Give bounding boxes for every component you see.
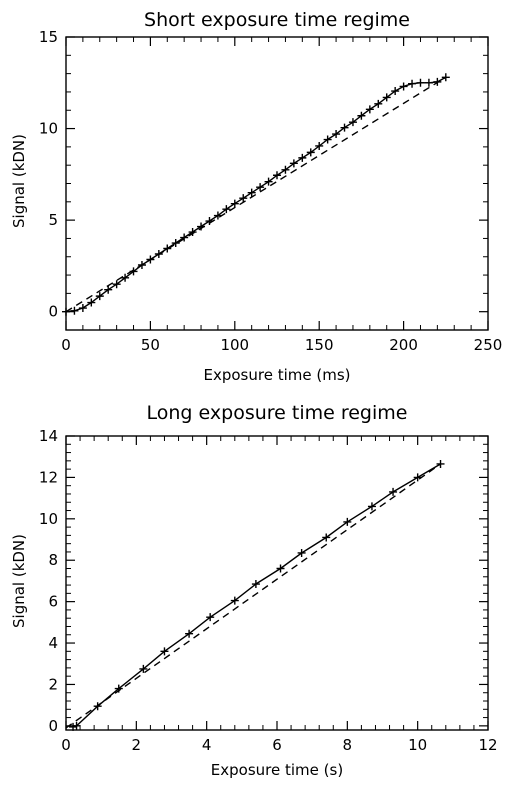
plus-marker — [72, 721, 81, 730]
plus-marker — [121, 273, 130, 282]
plus-marker — [289, 159, 298, 168]
y-tick-label: 14 — [39, 427, 58, 445]
plus-marker — [315, 141, 324, 150]
plus-marker — [180, 233, 189, 242]
plus-marker — [365, 105, 374, 114]
y-tick-label: 12 — [39, 468, 58, 486]
plus-marker — [239, 194, 248, 203]
x-axis-label: Exposure time (s) — [211, 761, 343, 779]
plus-marker — [69, 722, 78, 731]
x-tick-label: 4 — [202, 736, 212, 754]
plus-marker — [382, 93, 391, 102]
y-tick-label: 8 — [48, 551, 58, 569]
plus-marker — [251, 580, 260, 589]
plus-marker — [340, 123, 349, 132]
plus-marker — [188, 228, 197, 237]
plus-marker — [276, 564, 285, 573]
plus-marker — [399, 82, 408, 91]
plus-marker — [416, 78, 425, 87]
dashed-fit-line — [65, 463, 441, 729]
plus-marker — [298, 153, 307, 162]
plus-marker — [323, 135, 332, 144]
plus-marker — [297, 548, 306, 557]
tick-labels: 0 2 4 6 8 10 12 0 2 4 6 8 10 12 14 — [39, 427, 498, 754]
plus-marker — [348, 118, 357, 127]
plus-marker — [374, 99, 383, 108]
chart-title: Long exposure time regime — [147, 402, 408, 424]
y-tick-label: 6 — [48, 593, 58, 611]
plus-marker — [436, 459, 445, 468]
plus-marker — [230, 199, 239, 208]
plot-frame — [65, 435, 489, 731]
y-tick-label: 0 — [48, 717, 58, 735]
plus-marker — [230, 596, 239, 605]
plus-marker — [95, 292, 104, 301]
plus-marker — [367, 502, 376, 511]
x-tick-label: 250 — [474, 336, 503, 354]
x-tick-label: 0 — [61, 736, 71, 754]
axes-frame — [65, 435, 489, 731]
plus-marker — [391, 87, 400, 96]
x-tick-label: 100 — [220, 336, 249, 354]
x-tick-label: 6 — [272, 736, 282, 754]
plus-marker — [441, 73, 450, 82]
x-axis-label: Exposure time (ms) — [204, 366, 351, 384]
plus-marker — [139, 664, 148, 673]
plus-marker — [424, 78, 433, 87]
chart-title: Short exposure time regime — [144, 9, 410, 31]
plus-marker — [163, 244, 172, 253]
plus-marker — [306, 148, 315, 157]
plus-marker — [78, 304, 87, 313]
x-tick-label: 2 — [132, 736, 142, 754]
x-tick-label: 10 — [408, 736, 427, 754]
y-axis-label: Signal (kDN) — [10, 134, 28, 228]
y-tick-label: 15 — [39, 28, 58, 46]
plus-marker — [87, 298, 96, 307]
y-tick-label: 10 — [39, 510, 58, 528]
x-tick-label: 0 — [61, 336, 71, 354]
plus-marker — [264, 177, 273, 186]
series-layer — [65, 459, 445, 731]
x-tick-label: 50 — [141, 336, 160, 354]
measured-line — [65, 76, 447, 313]
plus-marker — [357, 111, 366, 120]
x-tick-label: 8 — [343, 736, 353, 754]
y-tick-label: 10 — [39, 120, 58, 138]
plus-marker — [273, 171, 281, 180]
x-tick-label: 150 — [305, 336, 334, 354]
y-tick-label: 5 — [48, 211, 58, 229]
plus-marker — [332, 130, 341, 139]
plus-marker — [171, 239, 180, 248]
plus-marker — [389, 487, 398, 496]
plus-marker — [322, 533, 331, 542]
chart-long-exposure: Long exposure time regime Exposure time … — [10, 402, 498, 779]
x-tick-label: 12 — [478, 736, 497, 754]
series-layer — [62, 73, 450, 316]
plus-marker — [104, 285, 113, 294]
plus-marker — [222, 205, 231, 214]
x-tick-label: 200 — [389, 336, 418, 354]
y-tick-label: 4 — [48, 634, 58, 652]
y-axis-label: Signal (kDN) — [10, 534, 28, 628]
plus-marker — [70, 306, 79, 315]
plus-marker — [343, 517, 352, 526]
plus-marker — [206, 613, 215, 622]
y-tick-label: 0 — [48, 303, 58, 321]
plus-marker — [112, 280, 121, 289]
tick-labels: 0 50 100 150 200 250 0 5 10 15 — [39, 28, 502, 354]
plot-frame — [65, 36, 489, 331]
plus-marker — [281, 165, 290, 174]
plus-marker — [247, 188, 256, 197]
dashed-fit-line — [65, 76, 447, 313]
axes-frame — [65, 36, 489, 331]
y-tick-label: 2 — [48, 675, 58, 693]
plus-marker — [160, 647, 169, 656]
plus-marker — [256, 183, 265, 192]
chart-short-exposure: Short exposure time regime Exposure time… — [10, 9, 502, 384]
plus-marker — [408, 79, 417, 88]
measured-line — [72, 463, 441, 728]
plus-marker — [185, 629, 194, 638]
